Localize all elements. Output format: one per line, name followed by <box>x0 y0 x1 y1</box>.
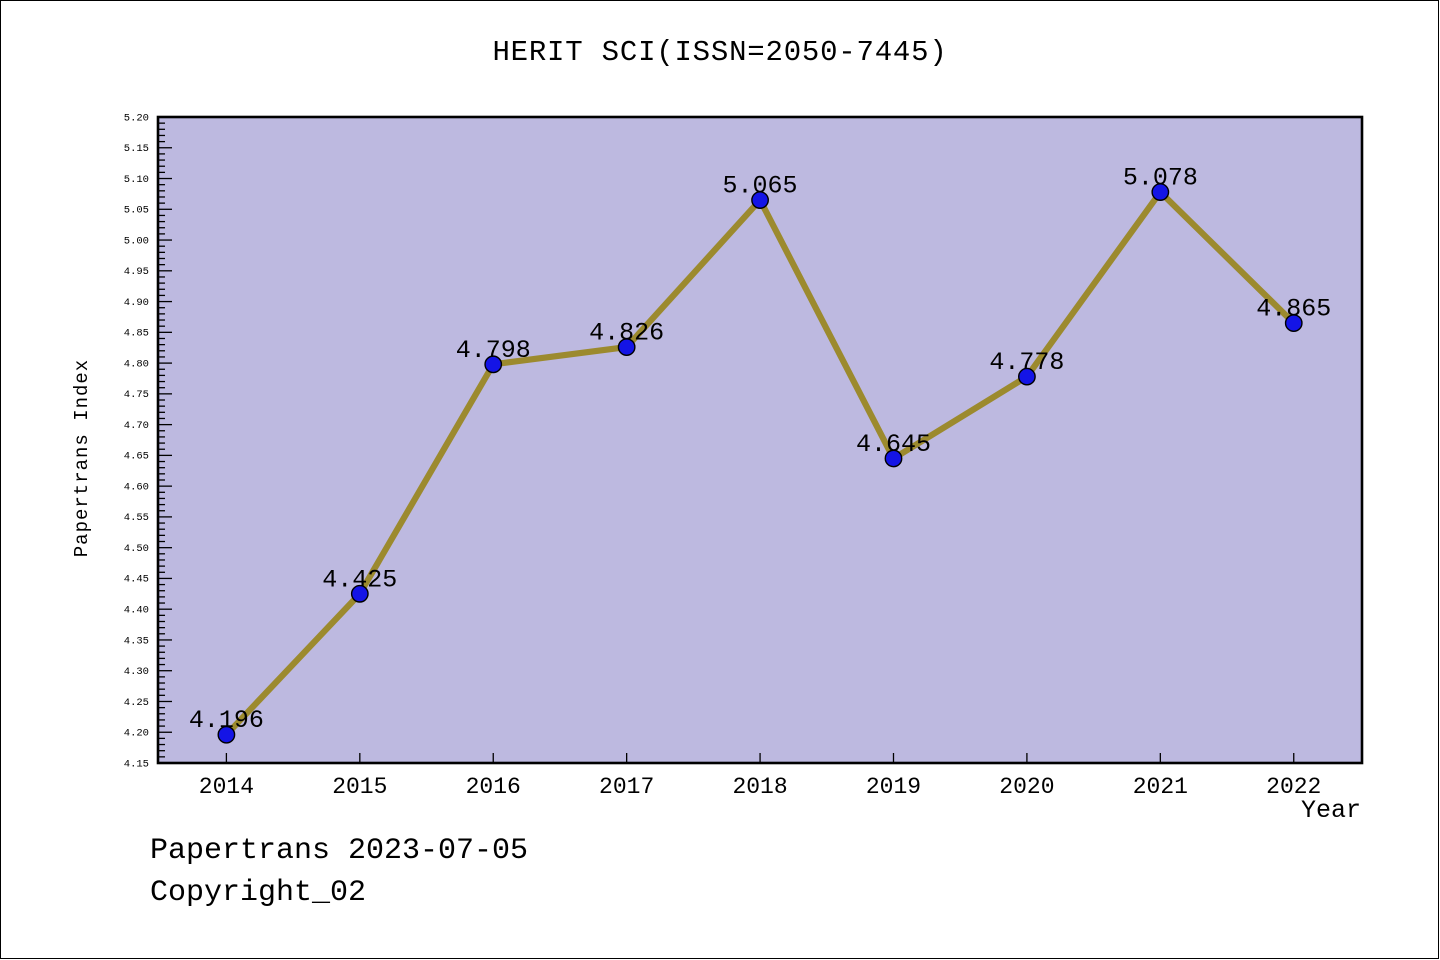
svg-text:4.798: 4.798 <box>456 336 531 365</box>
svg-text:4.35: 4.35 <box>124 635 149 647</box>
svg-text:4.196: 4.196 <box>189 706 264 735</box>
svg-text:5.10: 5.10 <box>124 174 149 186</box>
svg-text:2019: 2019 <box>866 774 921 800</box>
svg-text:4.60: 4.60 <box>124 481 149 493</box>
svg-text:2020: 2020 <box>999 774 1054 800</box>
svg-text:5.20: 5.20 <box>124 112 149 124</box>
svg-text:5.065: 5.065 <box>723 172 798 201</box>
svg-text:5.078: 5.078 <box>1123 164 1198 193</box>
svg-text:2015: 2015 <box>332 774 387 800</box>
svg-text:4.70: 4.70 <box>124 420 149 432</box>
svg-text:4.80: 4.80 <box>124 358 149 370</box>
svg-text:4.645: 4.645 <box>856 430 931 459</box>
svg-text:2017: 2017 <box>599 774 654 800</box>
svg-text:4.55: 4.55 <box>124 512 149 524</box>
svg-text:4.50: 4.50 <box>124 543 149 555</box>
svg-text:4.826: 4.826 <box>589 319 664 348</box>
svg-text:2021: 2021 <box>1133 774 1188 800</box>
svg-text:2022: 2022 <box>1266 774 1321 800</box>
svg-text:4.75: 4.75 <box>124 389 149 401</box>
svg-text:4.25: 4.25 <box>124 697 149 709</box>
svg-text:4.865: 4.865 <box>1256 295 1331 324</box>
svg-text:4.85: 4.85 <box>124 328 149 340</box>
svg-text:5.05: 5.05 <box>124 205 149 217</box>
svg-text:2014: 2014 <box>199 774 254 800</box>
svg-text:4.40: 4.40 <box>124 604 149 616</box>
svg-text:5.00: 5.00 <box>124 235 149 247</box>
svg-text:4.425: 4.425 <box>322 565 397 594</box>
svg-text:5.15: 5.15 <box>124 143 149 155</box>
svg-text:2016: 2016 <box>466 774 521 800</box>
svg-text:4.65: 4.65 <box>124 451 149 463</box>
svg-text:4.778: 4.778 <box>989 348 1064 377</box>
svg-text:4.20: 4.20 <box>124 728 149 740</box>
svg-text:4.30: 4.30 <box>124 666 149 678</box>
svg-text:2018: 2018 <box>732 774 787 800</box>
svg-text:4.90: 4.90 <box>124 297 149 309</box>
svg-text:4.95: 4.95 <box>124 266 149 278</box>
svg-text:4.15: 4.15 <box>124 758 149 770</box>
svg-text:4.45: 4.45 <box>124 574 149 586</box>
